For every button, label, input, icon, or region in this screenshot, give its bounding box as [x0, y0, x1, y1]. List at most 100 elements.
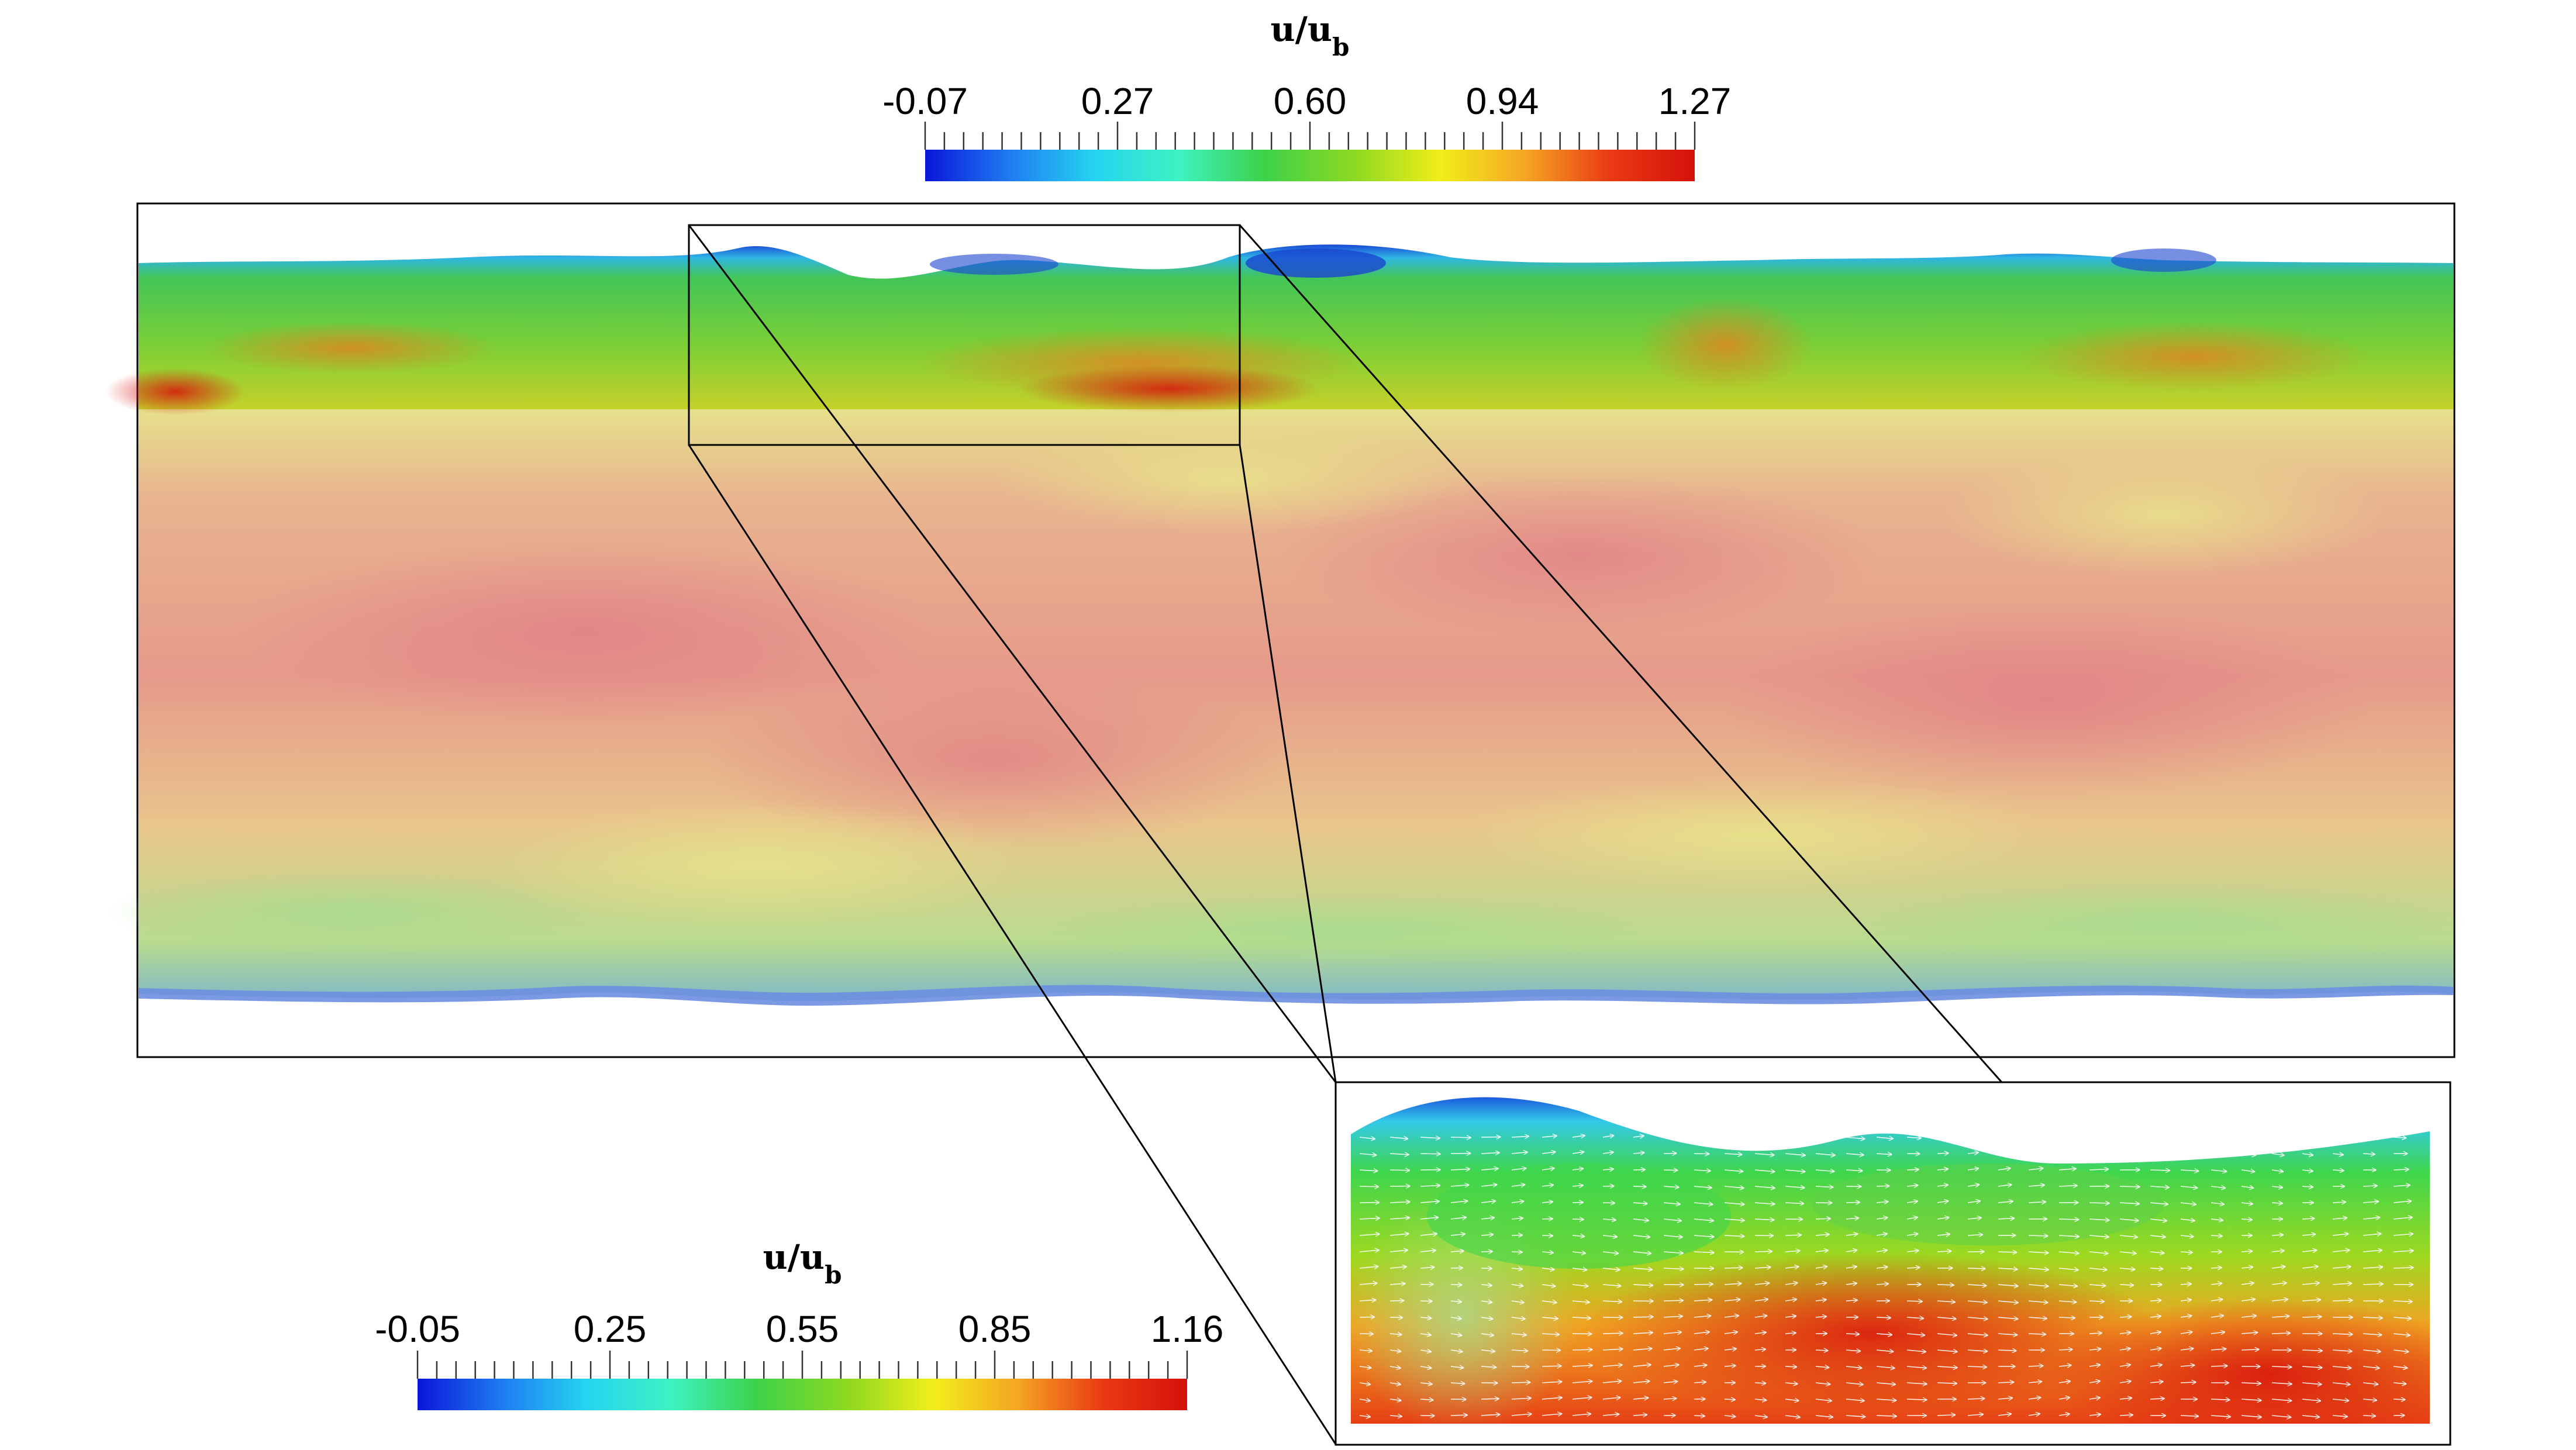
velocity-arrow — [1420, 1185, 1440, 1186]
velocity-arrow — [1359, 1283, 1377, 1285]
velocity-arrow — [2332, 1218, 2347, 1219]
velocity-arrow — [2028, 1397, 2041, 1399]
velocity-arrow — [2271, 1383, 2292, 1384]
velocity-arrow — [2058, 1219, 2079, 1220]
velocity-arrow — [1663, 1268, 1684, 1269]
velocity-arrow — [1663, 1300, 1683, 1301]
bottom-colorbar-tick-label: 1.16 — [1151, 1308, 1224, 1350]
velocity-arrow — [1481, 1350, 1495, 1351]
velocity-arrow — [2089, 1169, 2108, 1170]
velocity-arrow — [1542, 1152, 1556, 1154]
velocity-arrow — [1389, 1383, 1401, 1385]
velocity-arrow — [1481, 1285, 1492, 1286]
velocity-arrow — [1389, 1416, 1402, 1417]
velocity-arrow — [2393, 1185, 2410, 1186]
velocity-arrow — [2180, 1203, 2196, 1204]
velocity-arrow — [1542, 1218, 1553, 1219]
velocity-arrow — [1511, 1168, 1526, 1170]
velocity-arrow — [1602, 1365, 1622, 1366]
velocity-arrow — [1481, 1217, 1494, 1219]
velocity-arrow — [2363, 1234, 2381, 1235]
velocity-arrow — [1815, 1300, 1826, 1301]
velocity-arrow — [1359, 1186, 1378, 1187]
velocity-arrow — [1511, 1301, 1524, 1303]
velocity-arrow — [2058, 1252, 2079, 1254]
velocity-arrow — [1542, 1414, 1562, 1416]
velocity-arrow — [1420, 1137, 1440, 1138]
velocity-arrow — [1511, 1136, 1529, 1137]
velocity-arrow — [2028, 1252, 2049, 1253]
velocity-arrow — [1815, 1266, 1827, 1268]
velocity-arrow — [1876, 1399, 1896, 1400]
velocity-arrow — [1450, 1137, 1471, 1138]
velocity-arrow — [1785, 1366, 1796, 1367]
velocity-arrow — [2393, 1217, 2412, 1219]
velocity-arrow — [2241, 1316, 2256, 1317]
velocity-arrow — [2150, 1316, 2161, 1317]
zoom-region-box — [688, 224, 1241, 446]
velocity-arrow — [1542, 1185, 1553, 1186]
velocity-arrow — [2393, 1334, 2410, 1335]
velocity-arrow — [1754, 1186, 1775, 1188]
zoom-connector-line — [688, 444, 1337, 1445]
velocity-arrow — [2302, 1366, 2322, 1368]
velocity-arrow — [1481, 1201, 1495, 1203]
velocity-arrow — [1906, 1350, 1926, 1352]
velocity-arrow — [1389, 1266, 1406, 1268]
velocity-arrow — [1542, 1382, 1562, 1383]
velocity-arrow — [1481, 1334, 1494, 1335]
velocity-arrow — [1572, 1152, 1584, 1154]
velocity-arrow — [1420, 1383, 1432, 1384]
velocity-arrow — [2393, 1201, 2411, 1203]
velocity-arrow — [1998, 1334, 2017, 1335]
velocity-arrow — [2089, 1252, 2108, 1254]
velocity-arrow — [2028, 1382, 2042, 1383]
velocity-arrow — [1420, 1217, 1438, 1219]
velocity-arrow — [1572, 1349, 1592, 1350]
velocity-arrow — [1663, 1382, 1678, 1383]
velocity-arrow — [2332, 1300, 2353, 1301]
velocity-arrow — [1876, 1250, 1887, 1252]
velocity-arrow — [1572, 1414, 1591, 1416]
velocity-arrow — [1602, 1268, 1620, 1270]
bottom-colorbar-gradient — [418, 1379, 1187, 1410]
velocity-arrow — [1694, 1316, 1711, 1317]
velocity-arrow — [1694, 1300, 1712, 1301]
velocity-arrow — [1785, 1316, 1796, 1317]
velocity-arrow — [1754, 1154, 1774, 1155]
velocity-arrow — [1359, 1366, 1371, 1368]
velocity-arrow — [1754, 1399, 1767, 1400]
velocity-arrow — [2028, 1414, 2040, 1416]
velocity-arrow — [1785, 1383, 1798, 1384]
velocity-arrow — [1450, 1366, 1464, 1368]
velocity-arrow — [2211, 1170, 2227, 1172]
velocity-arrow — [1876, 1317, 1891, 1318]
velocity-arrow — [2393, 1137, 2406, 1138]
velocity-arrow — [2150, 1235, 2165, 1237]
velocity-arrow — [2332, 1202, 2346, 1203]
velocity-arrow — [2271, 1416, 2291, 1417]
velocity-arrow — [1511, 1317, 1525, 1319]
velocity-arrow — [1511, 1334, 1526, 1335]
velocity-arrow — [1450, 1301, 1461, 1302]
velocity-arrow — [2241, 1170, 2254, 1172]
velocity-arrow — [2058, 1381, 2070, 1383]
velocity-arrow — [1602, 1301, 1622, 1302]
velocity-arrow — [1846, 1300, 1857, 1301]
velocity-arrow — [1359, 1170, 1378, 1171]
velocity-arrow — [1389, 1366, 1401, 1368]
velocity-arrow — [1572, 1202, 1583, 1203]
velocity-arrow — [1420, 1202, 1439, 1203]
velocity-arrow — [2363, 1250, 2382, 1252]
velocity-arrow — [1876, 1366, 1895, 1368]
velocity-arrow — [2028, 1185, 2044, 1186]
velocity-arrow — [2089, 1333, 2102, 1334]
velocity-arrow — [1998, 1285, 2018, 1286]
velocity-arrow — [1481, 1301, 1492, 1303]
velocity-arrow — [1633, 1268, 1652, 1269]
velocity-arrow — [1420, 1317, 1432, 1318]
velocity-arrow — [1633, 1285, 1653, 1286]
velocity-arrow — [1846, 1218, 1858, 1219]
velocity-arrow — [1602, 1414, 1619, 1416]
velocity-arrow — [1876, 1334, 1892, 1335]
